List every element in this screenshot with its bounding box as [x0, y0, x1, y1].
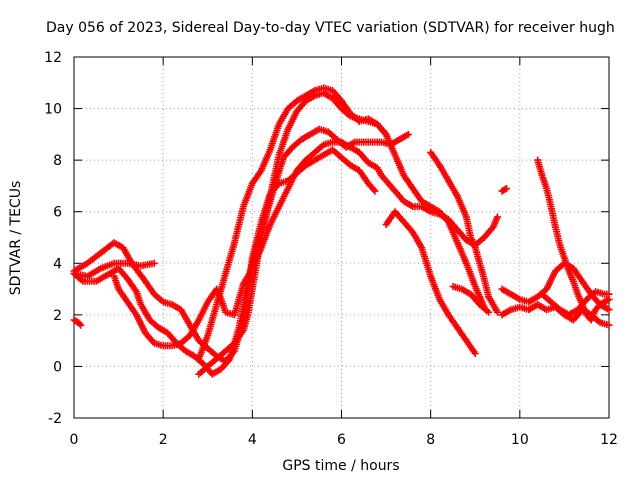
x-tick-label: 10	[511, 432, 529, 448]
series-track-9	[449, 283, 493, 316]
x-tick-label: 0	[70, 432, 79, 448]
series-track-1	[70, 146, 379, 365]
series-track-7	[382, 208, 479, 357]
data-point-marker	[604, 296, 611, 304]
data-point-marker	[485, 308, 493, 316]
data-point-marker	[371, 187, 379, 195]
x-tick-label: 8	[426, 432, 435, 448]
series-track-15	[70, 316, 85, 329]
data-points	[70, 84, 613, 378]
series-track-6	[195, 89, 390, 378]
data-point-marker	[605, 321, 613, 329]
data-point-marker	[494, 308, 501, 316]
data-point-marker	[605, 290, 613, 298]
y-tick-label: 4	[53, 256, 62, 272]
data-point-marker	[77, 321, 85, 329]
series-track-13	[534, 156, 613, 324]
series-track-14	[538, 288, 613, 319]
y-tick-label: -2	[48, 411, 62, 427]
data-point-marker	[605, 306, 613, 314]
data-point-marker	[471, 350, 479, 357]
y-tick-label: 12	[44, 50, 62, 66]
x-tick-label: 4	[248, 432, 257, 448]
y-tick-label: 8	[53, 153, 62, 169]
x-tick-label: 12	[600, 432, 618, 448]
data-point-marker	[76, 320, 84, 328]
data-point-marker	[404, 130, 412, 138]
y-tick-label: 6	[53, 205, 62, 221]
y-tick-label: 10	[44, 102, 62, 118]
y-axis-label: SDTVAR / TECUs	[8, 181, 24, 296]
y-tick-label: 2	[53, 308, 62, 324]
x-axis-label: GPS time / hours	[282, 458, 399, 474]
chart-title: Day 056 of 2023, Sidereal Day-to-day VTE…	[46, 20, 615, 36]
data-point-marker	[494, 213, 501, 221]
x-tick-label: 6	[337, 432, 346, 448]
series-track-8	[427, 148, 501, 316]
data-point-marker	[501, 185, 509, 193]
x-tick-label: 2	[159, 432, 168, 448]
data-point-marker	[150, 259, 158, 267]
series-track-10	[498, 185, 510, 195]
y-tick-label: 0	[53, 359, 62, 375]
data-point-marker	[382, 130, 390, 138]
series-track-3	[70, 259, 158, 280]
data-point-marker	[503, 185, 510, 192]
axis-ticks: -2 0 2 4 6 8 10 12 0 2 4 6 8 10 12	[44, 50, 618, 448]
grid	[74, 57, 609, 418]
